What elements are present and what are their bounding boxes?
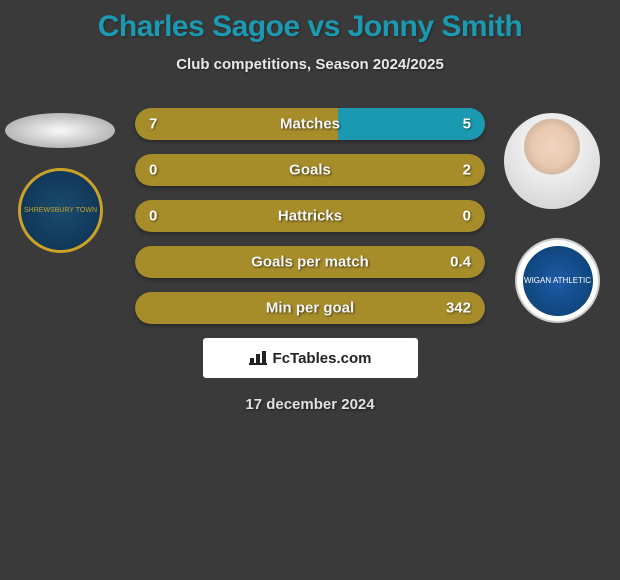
- stat-row: 7 5 Matches: [135, 108, 485, 140]
- stat-value-right: 2: [463, 162, 471, 179]
- stat-row: 0 0 Hattricks: [135, 200, 485, 232]
- club-badge-right: WIGAN ATHLETIC: [515, 238, 600, 323]
- club-badge-right-text: WIGAN ATHLETIC: [523, 246, 593, 316]
- stat-label: Goals: [289, 162, 331, 179]
- stat-label: Min per goal: [266, 300, 354, 317]
- stat-value-left: 0: [149, 162, 157, 179]
- stat-value-left: 0: [149, 208, 157, 225]
- stat-row: 342 Min per goal: [135, 292, 485, 324]
- stat-value-right: 0.4: [450, 254, 471, 271]
- stat-value-right: 342: [446, 300, 471, 317]
- stat-value-left: 7: [149, 116, 157, 133]
- branding-text: FcTables.com: [273, 350, 372, 367]
- subtitle: Club competitions, Season 2024/2025: [0, 56, 620, 73]
- main-area: SHREWSBURY TOWN WIGAN ATHLETIC 7 5 Matches…: [0, 108, 620, 413]
- player-photo-left: [5, 113, 115, 148]
- comparison-infographic: Charles Sagoe vs Jonny Smith Club compet…: [0, 0, 620, 580]
- stat-row: 0.4 Goals per match: [135, 246, 485, 278]
- player-photo-right: [504, 113, 600, 209]
- date-text: 17 december 2024: [0, 396, 620, 413]
- chart-icon: [249, 351, 267, 365]
- stat-label: Goals per match: [251, 254, 369, 271]
- club-badge-left: SHREWSBURY TOWN: [18, 168, 103, 253]
- stat-row: 0 2 Goals: [135, 154, 485, 186]
- page-title: Charles Sagoe vs Jonny Smith: [0, 10, 620, 44]
- stats-list: 7 5 Matches 0 2 Goals 0 0 Hattricks 0.4 Goals per …: [135, 108, 485, 324]
- branding-badge: FcTables.com: [203, 338, 418, 378]
- stat-value-right: 5: [463, 116, 471, 133]
- stat-label: Hattricks: [278, 208, 342, 225]
- stat-label: Matches: [280, 116, 340, 133]
- stat-value-right: 0: [463, 208, 471, 225]
- club-badge-left-text: SHREWSBURY TOWN: [24, 207, 97, 215]
